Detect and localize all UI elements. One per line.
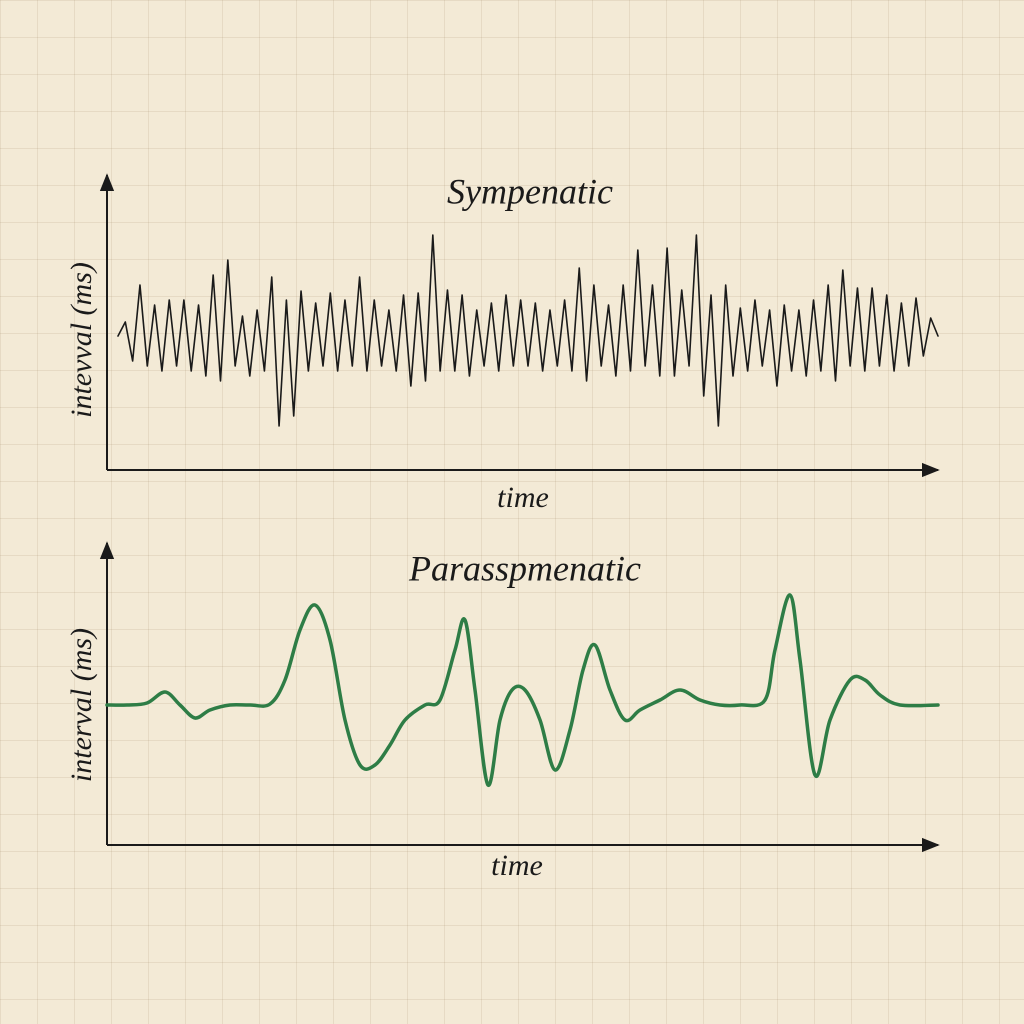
x-axis-label: time bbox=[491, 849, 543, 882]
data-line bbox=[105, 593, 940, 787]
y-axis-label: intevval (ms) bbox=[65, 262, 98, 418]
y-axis-label: interval (ms) bbox=[65, 628, 98, 782]
x-axis-label: time bbox=[497, 481, 549, 514]
chart-title: Parasspmenatic bbox=[408, 548, 641, 588]
data-line bbox=[117, 234, 939, 427]
chart-title: Sympenatic bbox=[447, 171, 613, 211]
